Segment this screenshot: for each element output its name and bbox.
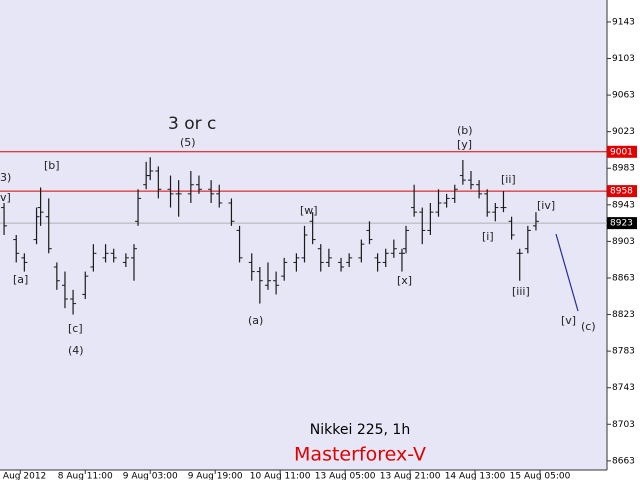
y-tick-label: 8943 xyxy=(612,200,635,210)
y-tick-label: 8823 xyxy=(612,310,635,320)
x-tick-label: 14 Aug 13:00 xyxy=(445,472,506,480)
level-label: 8923 xyxy=(610,219,633,229)
level-label-box xyxy=(607,185,637,198)
x-tick-label: 9 Aug 03:00 xyxy=(123,472,178,480)
chart-title: Nikkei 225, 1h xyxy=(310,422,410,438)
y-tick-label: 9023 xyxy=(612,127,635,137)
y-tick-label: 8783 xyxy=(612,347,635,357)
wave-label: [x] xyxy=(397,274,412,287)
y-tick-label: 9143 xyxy=(612,17,635,27)
wave-label: (a) xyxy=(248,314,263,327)
wave-label: (b) xyxy=(457,124,473,137)
x-tick-label: 13 Aug 05:00 xyxy=(315,472,376,480)
y-tick-label: 9103 xyxy=(612,54,635,64)
level-label-box xyxy=(607,145,637,158)
level-label-box xyxy=(607,217,637,230)
x-tick-label: 9 Aug 19:00 xyxy=(188,472,243,480)
x-tick-label: 13 Aug 21:00 xyxy=(380,472,441,480)
wave-label: 3) xyxy=(0,171,11,184)
x-tick-label: 8 Aug 11:00 xyxy=(58,472,113,480)
wave-label: [i] xyxy=(482,230,494,243)
y-tick-label: 9063 xyxy=(612,91,635,101)
level-label: 8958 xyxy=(610,187,633,197)
y-tick-label: 8703 xyxy=(612,420,635,430)
wave-label: [b] xyxy=(44,159,60,172)
x-tick-label: 7 Aug 2012 xyxy=(0,472,46,480)
wave-label: [w] xyxy=(300,204,318,217)
wave-label: [c] xyxy=(68,322,83,335)
wave-label: (5) xyxy=(180,136,196,149)
watermark: Masterforex-V xyxy=(294,444,426,466)
y-tick-label: 8983 xyxy=(612,164,635,174)
x-tick-label: 15 Aug 05:00 xyxy=(510,472,571,480)
wave-label: (c) xyxy=(581,320,596,333)
wave-label: (4) xyxy=(68,344,84,357)
y-tick-label: 8863 xyxy=(612,273,635,283)
wave-label: [v] xyxy=(561,314,576,327)
wave-label: [a] xyxy=(13,273,28,286)
level-label: 9001 xyxy=(610,147,633,157)
wave-label: v] xyxy=(0,191,11,204)
y-tick-label: 8743 xyxy=(612,383,635,393)
wave-label: [ii] xyxy=(501,173,516,186)
wave-label: [iii] xyxy=(512,285,530,298)
wave-label: [iv] xyxy=(537,199,555,212)
y-tick-label: 8663 xyxy=(612,456,635,466)
x-tick-label: 10 Aug 11:00 xyxy=(250,472,311,480)
wave-label: 3 or c xyxy=(168,114,216,134)
plot-background xyxy=(0,0,607,470)
y-tick-label: 8903 xyxy=(612,237,635,247)
projection-line xyxy=(555,233,579,312)
wave-label: [y] xyxy=(457,138,472,151)
